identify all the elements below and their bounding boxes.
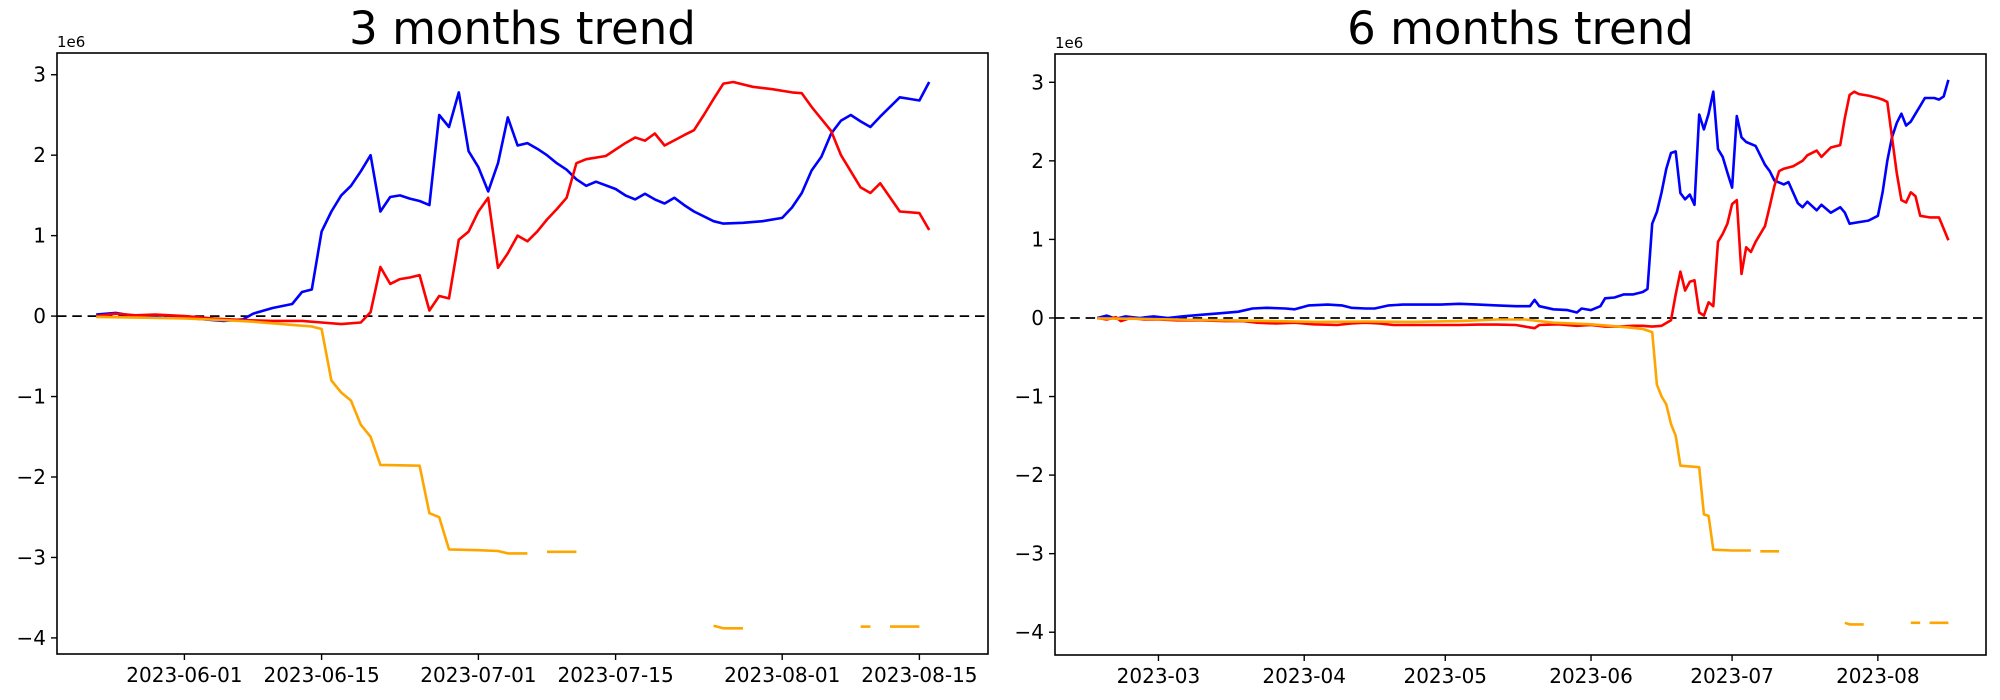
x-tick-label: 2023-07-01 <box>420 663 536 687</box>
y-axis-offset-label: 1e6 <box>57 33 85 51</box>
x-tick-label: 2023-08 <box>1836 664 1920 688</box>
y-tick-label: −4 <box>1015 620 1044 644</box>
y-tick-label: 0 <box>1031 306 1044 330</box>
series-orange-line <box>1844 621 1864 626</box>
y-tick-label: −4 <box>17 626 46 650</box>
x-tick-label: 2023-03 <box>1117 664 1201 688</box>
y-axis-offset-label: 1e6 <box>1055 34 1083 52</box>
y-tick-label: −1 <box>1015 385 1044 409</box>
y-tick-label: −3 <box>1015 542 1044 566</box>
y-tick-label: 2 <box>33 143 46 167</box>
x-tick-label: 2023-05 <box>1403 664 1487 688</box>
y-tick-label: −2 <box>1015 463 1044 487</box>
x-tick-label: 2023-06-15 <box>263 663 379 687</box>
y-tick-label: 0 <box>33 304 46 328</box>
y-tick-label: 3 <box>1031 70 1044 94</box>
series-blue-line <box>96 81 931 323</box>
chart-title: 6 months trend <box>1347 2 1694 55</box>
series-orange-line <box>1097 317 1751 552</box>
x-tick-label: 2023-07-15 <box>557 663 673 687</box>
x-tick-label: 2023-08-15 <box>861 663 977 687</box>
y-tick-label: −2 <box>17 465 46 489</box>
chart-6-months-trend: 2023-03 2023-04 2023-05 2023-06 2023-07 2023-… <box>1015 2 1987 688</box>
x-tick-label: 2023-04 <box>1262 664 1346 688</box>
series-red-line <box>96 80 931 326</box>
series-orange-line <box>713 624 743 630</box>
x-tick-label: 2023-08-01 <box>724 663 840 687</box>
x-tick-label: 2023-07 <box>1690 664 1774 688</box>
y-tick-label: 3 <box>33 63 46 87</box>
series-blue-line <box>1096 79 1950 321</box>
chart-3-months-trend: 2023-06-01 2023-06-15 2023-07-01 2023-07-15… <box>17 2 989 687</box>
y-tick-label: −3 <box>17 545 46 569</box>
x-tick-label: 2023-06 <box>1549 664 1633 688</box>
series-red-line <box>1097 90 1950 330</box>
y-tick-label: 2 <box>1031 149 1044 173</box>
x-tick-label: 2023-06-01 <box>126 663 242 687</box>
y-tick-label: −1 <box>17 385 46 409</box>
plot-border <box>1054 53 1987 656</box>
y-tick-label: 1 <box>1031 227 1044 251</box>
chart-title: 3 months trend <box>349 2 696 55</box>
plot-border <box>56 52 989 655</box>
series-orange-line <box>96 315 528 555</box>
y-tick-label: 1 <box>33 224 46 248</box>
